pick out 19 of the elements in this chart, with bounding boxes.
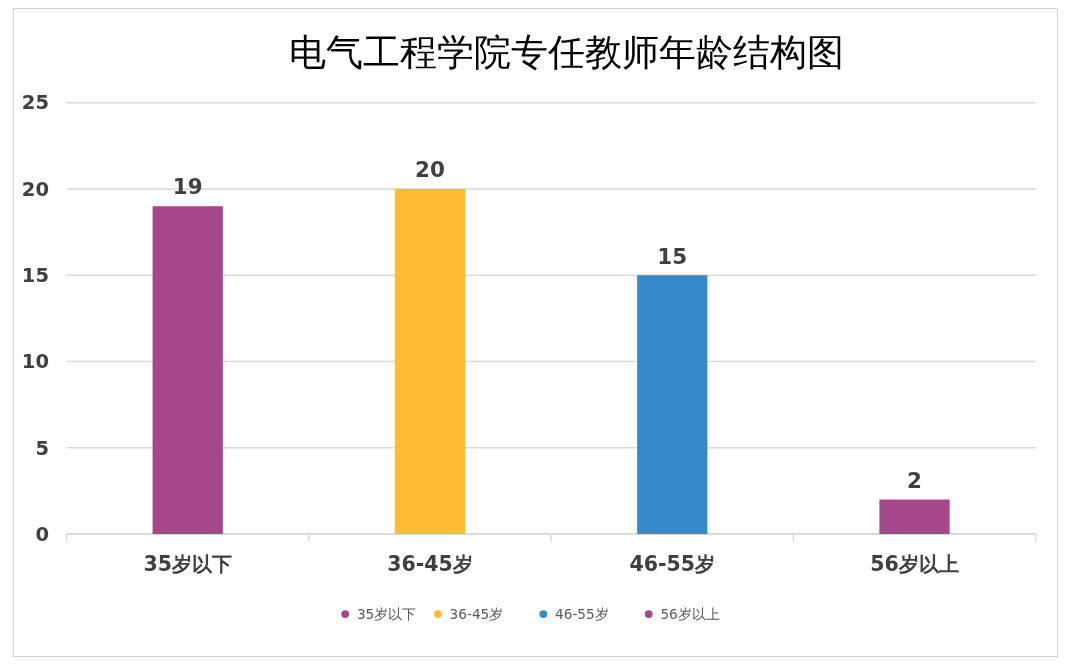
x-tick-label: 35岁以下 — [143, 552, 232, 577]
x-tick-label: 46-55岁 — [629, 552, 716, 577]
data-label: 15 — [657, 243, 688, 269]
y-tick-label: 25 — [21, 91, 49, 115]
y-tick-label: 0 — [35, 522, 49, 546]
y-tick-label: 10 — [21, 350, 49, 374]
legend-label: 46-55岁 — [555, 605, 609, 622]
x-tick-label: 56岁以上 — [870, 552, 959, 577]
chart-title: 电气工程学院专任教师年龄结构图 — [289, 30, 845, 74]
legend-label: 56岁以上 — [660, 605, 720, 622]
data-label: 2 — [907, 467, 923, 493]
legend-label: 35岁以下 — [356, 605, 417, 622]
x-tick-label: 36-45岁 — [387, 552, 473, 577]
data-label: 20 — [415, 157, 445, 183]
y-tick-label: 20 — [21, 177, 49, 201]
y-tick-label: 5 — [35, 436, 49, 460]
y-tick-label: 15 — [21, 264, 49, 288]
data-label: 19 — [172, 174, 203, 200]
legend-label: 36-45岁 — [449, 605, 504, 622]
